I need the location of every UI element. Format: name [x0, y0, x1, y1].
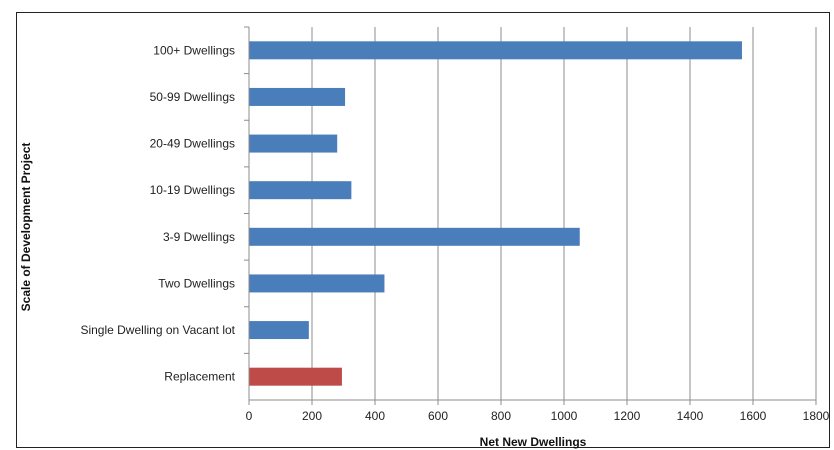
category-label: Two Dwellings: [158, 276, 235, 290]
x-tick-label: 1200: [614, 409, 641, 423]
x-tick-label: 0: [246, 409, 253, 423]
x-tick-label: 600: [428, 409, 448, 423]
bar: [249, 87, 346, 106]
x-tick-label: 800: [491, 409, 511, 423]
category-label: Replacement: [164, 370, 235, 384]
x-tick-label: 1400: [677, 409, 704, 423]
bar: [249, 227, 580, 246]
category-label: 10-19 Dwellings: [150, 183, 235, 197]
category-label: 20-49 Dwellings: [150, 137, 235, 151]
bar: [249, 181, 352, 200]
bar: [249, 274, 385, 293]
gridlines: [244, 26, 817, 405]
x-tick-label: 400: [365, 409, 385, 423]
x-tick-label: 1000: [551, 409, 578, 423]
bar: [249, 367, 342, 386]
category-label: 3-9 Dwellings: [163, 230, 235, 244]
bar: [249, 321, 309, 340]
category-label: 50-99 Dwellings: [150, 90, 235, 104]
x-tick-labels: 0 200 400 600 800 1000 1200 1400 1600 1800: [246, 409, 830, 423]
bar: [249, 41, 742, 60]
category-label: Single Dwelling on Vacant lot: [80, 323, 235, 337]
x-tick-label: 1600: [740, 409, 767, 423]
y-axis-title: Scale of Development Project: [19, 143, 33, 312]
category-label: 100+ Dwellings: [153, 43, 235, 57]
x-tick-label: 200: [302, 409, 322, 423]
bar: [249, 134, 338, 153]
x-axis-title: Net New Dwellings: [480, 435, 587, 449]
axes: [248, 27, 816, 401]
bars: [249, 41, 742, 386]
category-labels: 100+ Dwellings 50-99 Dwellings 20-49 Dwell…: [80, 43, 235, 383]
x-tick-label: 1800: [803, 409, 830, 423]
